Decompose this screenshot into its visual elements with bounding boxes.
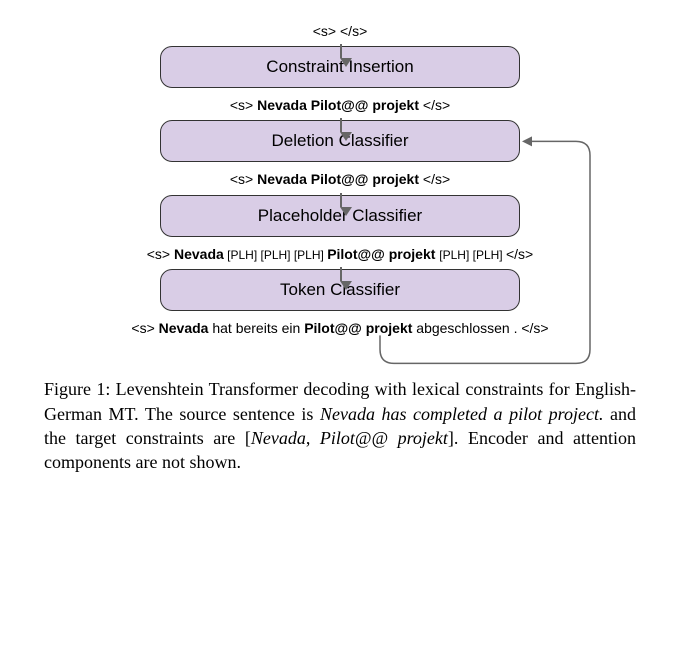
flow-diagram: <s> </s> Constraint Insertion <s> Nevada… xyxy=(20,20,660,339)
caption-text-3: , xyxy=(306,428,320,448)
sequence-4: <s> Nevada hat bereits ein Pilot@@ proje… xyxy=(131,319,548,337)
sequence-1: <s> Nevada Pilot@@ projekt </s> xyxy=(230,96,450,114)
sequence-3: <s> Nevada [PLH] [PLH] [PLH] Pilot@@ pro… xyxy=(147,245,533,264)
caption-italic-1: Nevada has completed a pilot project. xyxy=(320,404,603,424)
figure-caption: Figure 1: Levenshtein Transformer decodi… xyxy=(20,377,660,474)
sequence-0: <s> </s> xyxy=(313,22,368,40)
caption-italic-2: Nevada xyxy=(251,428,306,448)
sequence-2: <s> Nevada Pilot@@ projekt </s> xyxy=(230,170,450,188)
caption-italic-3: Pilot@@ projekt xyxy=(320,428,448,448)
